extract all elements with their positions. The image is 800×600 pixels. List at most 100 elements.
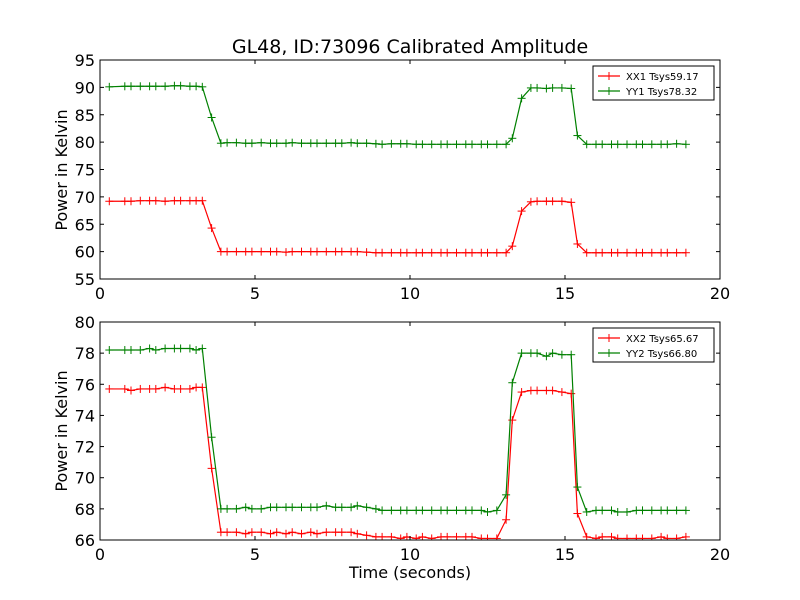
top-plot-xtick-label: 15 bbox=[555, 284, 575, 303]
top-plot-series-2-point bbox=[151, 82, 160, 91]
bottom-plot-series-2-point bbox=[127, 346, 135, 355]
bottom-plot-series-1-point bbox=[127, 386, 135, 395]
bottom-plot-series-2-point bbox=[672, 506, 681, 515]
top-plot-series-2-point bbox=[371, 139, 380, 148]
bottom-plot-series-2-point bbox=[192, 346, 201, 355]
top-plot-series-1-point bbox=[557, 197, 566, 206]
bottom-plot-series-2-point bbox=[232, 504, 241, 513]
bottom-plot-series-2-point bbox=[663, 506, 672, 515]
top-plot-ytick-label: 65 bbox=[75, 215, 95, 234]
top-plot-series-2-point bbox=[557, 83, 566, 92]
top-plot-series-2-point bbox=[443, 140, 452, 149]
top-plot-series-1-point bbox=[362, 248, 371, 257]
bottom-plot-series-2-point bbox=[542, 352, 551, 361]
top-plot-series-1-point bbox=[378, 248, 387, 257]
bottom-plot-series-2-point bbox=[681, 506, 690, 515]
top-plot-series-1-point bbox=[548, 197, 557, 206]
top-plot-series-1-point bbox=[613, 248, 622, 257]
top-plot-series-1-point bbox=[257, 247, 266, 256]
top-plot-series-1-point bbox=[176, 196, 185, 205]
bottom-plot-ytick-label: 70 bbox=[75, 469, 95, 488]
top-plot-series-1-point bbox=[223, 247, 232, 256]
top-plot-series-2-point bbox=[598, 140, 607, 149]
top-plot-series-1-point bbox=[492, 248, 501, 257]
top-plot-legend-label: XX1 Tsys59.17 bbox=[626, 72, 699, 83]
bottom-plot-series-2-point bbox=[223, 504, 232, 513]
top-plot-xtick-label: 10 bbox=[400, 284, 420, 303]
bottom-plot-series-2-point bbox=[136, 346, 145, 355]
bottom-plot-series-1-point bbox=[573, 509, 582, 518]
top-plot-series-1-point bbox=[443, 248, 452, 257]
bottom-plot-xtick-label: 10 bbox=[400, 545, 420, 564]
bottom-plot-series-1-point bbox=[282, 529, 290, 538]
top-plot-series-2-point bbox=[257, 138, 266, 147]
top-plot-xtick-label: 20 bbox=[710, 284, 730, 303]
top-plot-series-2-point bbox=[313, 139, 321, 148]
top-plot-series-1-point bbox=[582, 248, 591, 257]
bottom-plot-xtick-label: 15 bbox=[555, 545, 575, 564]
top-plot-series-1-point bbox=[517, 207, 526, 216]
top-plot-series-2-point bbox=[127, 82, 135, 91]
bottom-plot-series-2-point bbox=[567, 350, 576, 359]
top-plot-series-2-point bbox=[247, 139, 256, 148]
bottom-plot-series-1-point bbox=[288, 528, 297, 537]
bottom-plot-series-2-point bbox=[176, 344, 185, 353]
bottom-plot-ylabel: Power in Kelvin bbox=[52, 370, 71, 491]
top-plot-series-2-point bbox=[322, 139, 331, 148]
top-plot-legend: XX1 Tsys59.17 YY1 Tsys78.32 bbox=[592, 65, 715, 101]
bottom-plot-series-2-point bbox=[241, 503, 250, 512]
bottom-plot-series-2-point bbox=[573, 483, 582, 492]
top-plot-series-2-point bbox=[573, 131, 582, 140]
bottom-plot-series-1-point bbox=[427, 534, 436, 540]
top-plot-title: GL48, ID:73096 Calibrated Amplitude bbox=[232, 36, 588, 58]
bottom-plot-series-1 bbox=[105, 383, 690, 540]
top-plot-xtick-label: 5 bbox=[250, 284, 260, 303]
top-plot-series-2-point bbox=[347, 138, 356, 147]
bottom-plot-series-2-point bbox=[185, 344, 194, 353]
top-plot-series-1-point bbox=[672, 248, 681, 257]
top-plot-legend-entry: XX1 Tsys59.17 bbox=[598, 72, 699, 83]
bottom-plot-legend-box bbox=[592, 327, 715, 363]
bottom-plot-series-1-point bbox=[647, 534, 656, 540]
top-plot-series-1-point bbox=[681, 248, 690, 257]
bottom-plot-series-2-point bbox=[198, 344, 207, 353]
bottom-plot-series-2-point bbox=[502, 490, 511, 499]
bottom-plot-series-1-point bbox=[347, 528, 356, 537]
bottom-plot-series-1-point bbox=[353, 529, 362, 538]
top-plot-series-2-point bbox=[427, 140, 436, 149]
bottom-plot-series-2-point bbox=[638, 506, 647, 515]
top-plot-series-1-point bbox=[136, 196, 145, 205]
top-plot-series-2-point bbox=[176, 81, 185, 90]
bottom-plot-series-1-point bbox=[672, 534, 681, 540]
top-plot-series-2-point bbox=[468, 140, 476, 149]
bottom-plot-series-2-point bbox=[207, 433, 216, 442]
top-plot-series-2-point bbox=[207, 113, 216, 122]
bottom-plot-series-1-point bbox=[623, 534, 631, 540]
top-plot-ytick-label: 55 bbox=[75, 270, 95, 289]
bottom-plot-series-2-point bbox=[387, 506, 396, 515]
top-plot-series-1-point bbox=[313, 247, 321, 256]
bottom-plot-series-2-point bbox=[362, 503, 371, 512]
top-plot-series-2-point bbox=[517, 94, 526, 103]
bottom-plot-series-1-point bbox=[120, 384, 129, 393]
bottom-plot-ytick-label: 68 bbox=[75, 500, 95, 519]
bottom-plot-series-2-point bbox=[161, 344, 170, 353]
top-plot-series-2-point bbox=[492, 140, 501, 149]
top-plot-ytick-label: 70 bbox=[75, 188, 95, 207]
top-plot-series-1-point bbox=[198, 196, 207, 205]
bottom-plot-series-2-point bbox=[623, 507, 631, 516]
bottom-plot-series-2-point bbox=[288, 503, 297, 512]
bottom-plot-series-1-point bbox=[257, 528, 266, 537]
bottom-plot-series-2-point bbox=[105, 346, 114, 355]
bottom-plot-series-2-point bbox=[582, 507, 591, 516]
bottom-plot-series-2-point bbox=[297, 503, 306, 512]
top-plot-series-1-point bbox=[567, 198, 576, 207]
bottom-plot-series-1-point bbox=[567, 389, 576, 398]
bottom-plot-ytick-label: 74 bbox=[75, 406, 95, 425]
bottom-plot-series-2-point bbox=[483, 507, 492, 516]
bottom-plot-series-1-point bbox=[638, 534, 647, 540]
top-plot-series-2-point bbox=[483, 140, 492, 149]
bottom-plot-series-1-point bbox=[322, 528, 331, 537]
bottom-plot-series-1-point bbox=[663, 534, 672, 540]
bottom-plot-series-1-point bbox=[396, 534, 405, 540]
